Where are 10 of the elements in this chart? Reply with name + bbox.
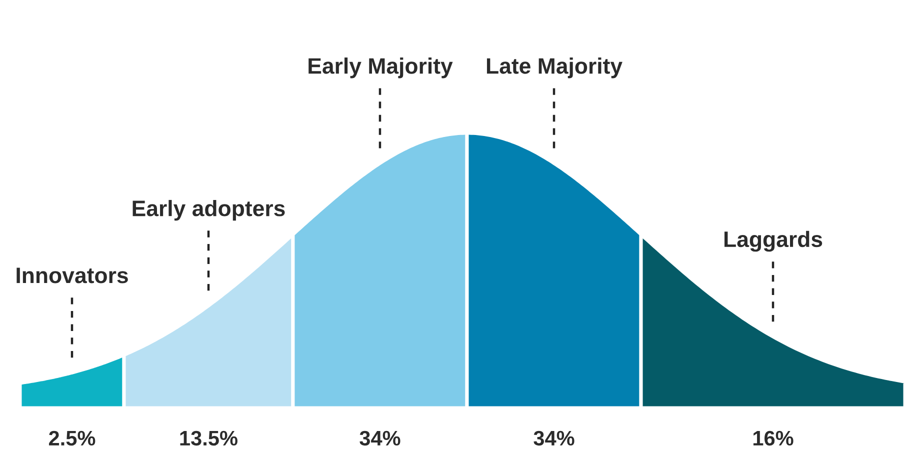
data-label: 16% [753,430,794,446]
data-label: 34% [534,430,574,446]
category-label: Late Majority [486,58,622,78]
data-label: 2.5% [48,430,96,446]
category-label: Early Majority [308,58,453,78]
data-label: 13.5% [180,430,238,446]
category-label: Innovators [16,268,128,284]
category-label: Laggards [724,230,822,252]
data-label: 34% [360,430,400,446]
category-label: Early adopters [132,200,285,221]
